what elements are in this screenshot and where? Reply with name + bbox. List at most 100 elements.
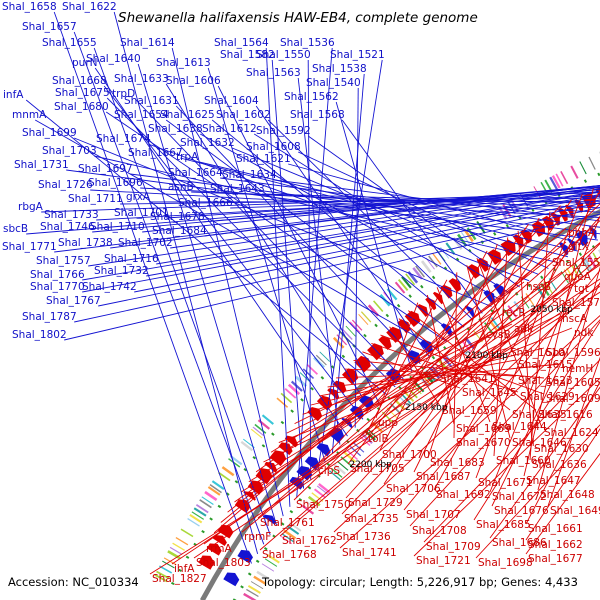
minus-leader-line <box>517 230 533 445</box>
plus-strand-gene-label: Shal_1631 <box>124 95 179 107</box>
minus-leader-line <box>408 310 537 411</box>
minus-strand-gene-label: recR <box>502 307 526 319</box>
plus-strand-gene-label: Shal_1633 <box>114 73 169 85</box>
cog-feature-outer <box>169 546 183 556</box>
plus-leader-line <box>307 135 520 288</box>
minus-strand-gene-label: Shal_1761 <box>260 517 315 529</box>
plus-leader-line <box>74 137 492 307</box>
cog-feature-outer <box>401 276 412 289</box>
plus-strand-gene-label: Shal_1614 <box>120 37 175 49</box>
cog-feature-outer <box>360 311 372 323</box>
cog-feature-outer <box>199 499 212 509</box>
cog-feature-inner <box>256 570 270 581</box>
cog-feature-outer <box>579 161 587 175</box>
minus-strand-gene-label: Shal_1610 <box>510 347 565 359</box>
plus-strand-gene-label: Shal_1699 <box>22 127 77 139</box>
plus-strand-gene-label: Shal_1703 <box>42 145 97 157</box>
minus-strand-gene-label: Shal_1672 <box>492 491 547 503</box>
minus-strand-gene <box>367 343 384 361</box>
plus-leader-line <box>307 59 312 480</box>
minus-strand-gene-label: Shal_1706 <box>386 483 441 495</box>
cog-feature-inner <box>243 592 257 600</box>
minus-strand-gene-label: Shal_1660 <box>496 455 551 467</box>
plus-strand-gene-label: Shal_1701 <box>114 207 169 219</box>
minus-strand-gene-label: Shal_1700 <box>382 449 437 461</box>
cog-feature-outer <box>287 383 301 396</box>
minus-leader-line <box>248 297 551 483</box>
cog-feature-outer <box>193 507 207 517</box>
plus-strand-gene-label: Shal_1622 <box>62 1 117 13</box>
plus-leader-line <box>156 190 600 265</box>
cog-feature-outer <box>172 542 185 551</box>
minus-strand-gene-label: Shal_1803 <box>196 557 251 569</box>
plus-strand-gene-label: infA <box>3 89 24 101</box>
minus-strand-gene <box>432 291 444 305</box>
minus-strand-gene-label: Shal_1641 <box>440 373 495 385</box>
plus-strand-gene-label: Shal_1696 <box>88 177 143 189</box>
cog-feature-outer <box>560 171 569 185</box>
plus-strand-gene-label: Shal_1621 <box>236 153 291 165</box>
minus-strand-gene-label: tgt <box>574 283 589 295</box>
plus-strand-gene-label: Shal_1592 <box>256 125 311 137</box>
plus-strand-gene-label: Shal_1632 <box>180 137 235 149</box>
plus-strand-gene <box>483 290 496 304</box>
plus-leader-line <box>41 192 600 213</box>
cog-feature-inner <box>261 563 275 572</box>
minus-strand-gene-label: phhA <box>568 227 596 239</box>
minus-strand-gene <box>264 461 278 473</box>
minus-strand-gene-label: hemH <box>562 363 593 375</box>
minus-strand-gene-label: Shal_1686 <box>492 537 547 549</box>
minus-leader-line <box>476 257 543 429</box>
accession-text: Accession: NC_010334 <box>8 575 139 589</box>
cog-feature-inner <box>570 264 580 278</box>
plus-leader-line <box>94 67 348 437</box>
cog-feature-outer <box>252 426 265 437</box>
cog-feature-inner <box>484 322 494 335</box>
minus-strand-gene-label: Shal_1698 <box>478 557 533 569</box>
plus-leader-line <box>88 188 600 267</box>
plus-leader-line <box>92 185 600 233</box>
cog-feature-outer <box>533 186 542 199</box>
minus-leader-line <box>344 368 517 377</box>
minus-strand-gene-label: Shal_1685 <box>476 519 531 531</box>
plus-leader-line <box>103 85 364 420</box>
minus-strand-gene-label: Shal_1609 <box>546 393 600 405</box>
cog-feature-inner <box>328 470 341 481</box>
cog-feature-outer <box>156 570 170 579</box>
minus-leader-line <box>489 215 600 493</box>
cog-feature-outer <box>549 176 558 190</box>
minus-strand-gene <box>440 284 453 299</box>
plus-strand-gene-label: Shal_1664 <box>168 167 223 179</box>
plus-leader-line <box>202 188 600 223</box>
cog-feature-inner <box>563 269 572 282</box>
minus-leader-line <box>389 326 441 407</box>
minus-leader-line <box>365 279 448 435</box>
cog-feature-outer <box>257 419 270 430</box>
cog-feature-outer <box>588 156 596 170</box>
plus-strand-gene-label: Shal_1608 <box>246 141 301 153</box>
plus-strand-gene <box>316 443 331 457</box>
minus-strand-gene-label: Shal_1596 <box>546 347 600 359</box>
cog-feature-outer <box>209 483 222 494</box>
plus-leader-line <box>211 119 465 328</box>
minus-strand-gene-label: Shal_1735 <box>344 513 399 525</box>
plus-strand-gene-label: Shal_1767 <box>46 295 101 307</box>
plus-leader-line <box>137 63 278 526</box>
cog-feature-outer <box>195 504 209 514</box>
minus-leader-line <box>362 351 461 389</box>
minus-strand-gene-label: ihfA <box>174 563 195 575</box>
cog-feature-inner <box>281 533 294 543</box>
cog-feature-outer <box>394 281 406 294</box>
cog-feature-outer <box>240 440 254 452</box>
minus-leader-line <box>341 242 600 515</box>
minus-leader-line <box>315 205 561 467</box>
plus-leader-line <box>110 185 600 249</box>
minus-leader-line <box>529 211 551 461</box>
cog-feature-inner <box>502 308 513 321</box>
cog-feature-outer <box>332 336 345 349</box>
minus-strand-gene-label: Shal_1647 <box>526 475 581 487</box>
minus-strand-gene-label: Shal_1645 <box>462 387 517 399</box>
minus-strand-gene-label: gltX <box>568 241 589 253</box>
minus-leader-line <box>227 257 551 513</box>
cog-feature-outer <box>204 490 218 501</box>
